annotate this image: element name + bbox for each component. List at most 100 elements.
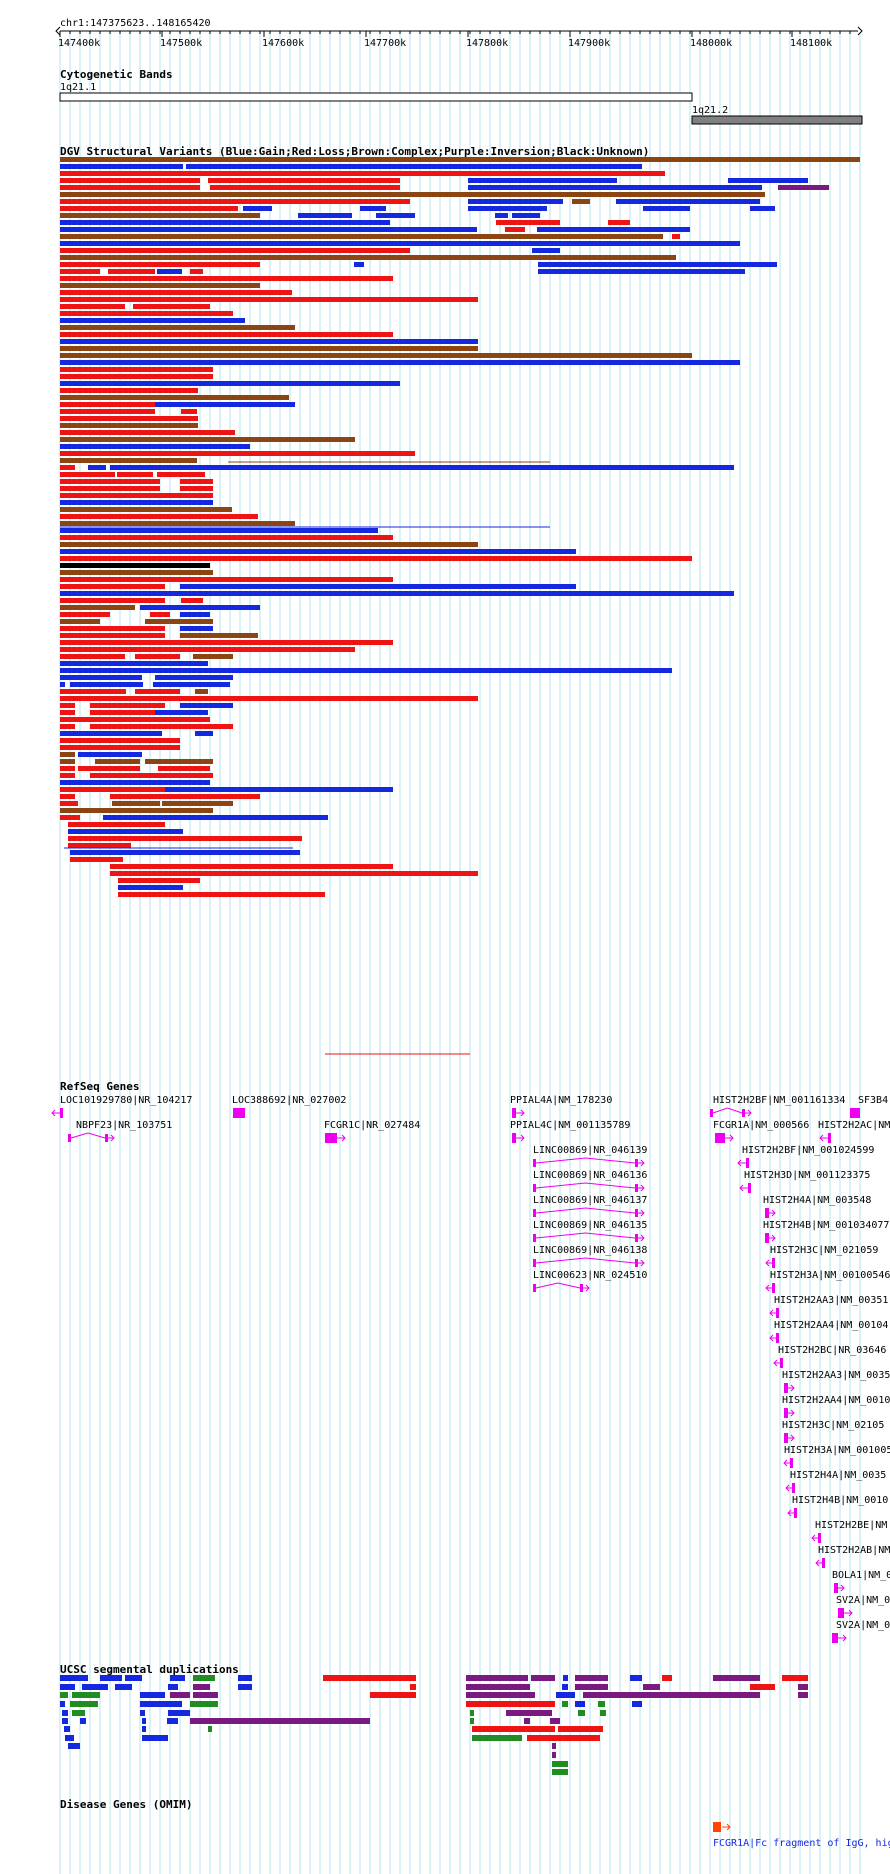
segdup-block[interactable] [62,1718,68,1724]
dgv-variant[interactable] [60,577,393,582]
segdup-block[interactable] [466,1701,555,1707]
segdup-block[interactable] [558,1726,603,1732]
dgv-variant[interactable] [60,815,80,820]
segdup-block[interactable] [643,1684,660,1690]
segdup-block[interactable] [632,1701,642,1707]
segdup-block[interactable] [170,1675,185,1681]
dgv-variant[interactable] [157,472,205,477]
gene-exon[interactable] [635,1209,638,1217]
dgv-variant[interactable] [496,220,560,225]
dgv-variant[interactable] [118,878,200,883]
dgv-variant[interactable] [208,178,400,183]
segdup-block[interactable] [531,1675,555,1681]
dgv-variant[interactable] [60,556,692,561]
segdup-block[interactable] [190,1701,218,1707]
segdup-block[interactable] [82,1684,108,1690]
segdup-block[interactable] [575,1675,608,1681]
dgv-variant[interactable] [60,262,260,267]
segdup-block[interactable] [600,1710,606,1716]
dgv-variant[interactable] [60,381,400,386]
segdup-block[interactable] [140,1692,165,1698]
segdup-block[interactable] [100,1675,122,1681]
gene-feature[interactable] [822,1558,825,1568]
segdup-block[interactable] [598,1701,605,1707]
dgv-variant[interactable] [60,668,672,673]
gene-feature[interactable] [233,1108,245,1118]
segdup-block[interactable] [68,1743,80,1749]
dgv-variant[interactable] [354,262,364,267]
segdup-block[interactable] [466,1675,528,1681]
gene-exon[interactable] [105,1134,108,1142]
gene-feature[interactable] [776,1333,779,1343]
dgv-variant[interactable] [165,787,393,792]
dgv-variant[interactable] [60,220,390,225]
dgv-variant[interactable] [181,598,203,603]
segdup-block[interactable] [62,1710,68,1716]
dgv-variant[interactable] [60,682,65,687]
dgv-variant[interactable] [60,290,292,295]
dgv-variant[interactable] [468,199,563,204]
gene-feature[interactable] [60,1108,63,1118]
segdup-block[interactable] [370,1692,416,1698]
segdup-block[interactable] [64,1726,70,1732]
dgv-variant[interactable] [60,563,210,568]
dgv-variant[interactable] [60,619,100,624]
dgv-variant[interactable] [572,199,590,204]
segdup-block[interactable] [472,1726,555,1732]
dgv-variant[interactable] [118,885,183,890]
dgv-variant[interactable] [180,584,576,589]
dgv-variant[interactable] [468,206,547,211]
dgv-variant[interactable] [538,262,777,267]
segdup-block[interactable] [65,1735,74,1741]
dgv-variant[interactable] [150,612,170,617]
dgv-variant[interactable] [60,689,126,694]
segdup-block[interactable] [193,1675,215,1681]
dgv-variant[interactable] [140,605,260,610]
dgv-variant[interactable] [60,185,200,190]
dgv-variant[interactable] [60,696,478,701]
gene-feature[interactable] [850,1108,860,1118]
dgv-variant[interactable] [88,465,106,470]
dgv-variant[interactable] [70,857,123,862]
segdup-block[interactable] [506,1710,552,1716]
segdup-block[interactable] [798,1692,808,1698]
segdup-block[interactable] [472,1735,522,1741]
dgv-variant[interactable] [60,437,355,442]
dgv-variant[interactable] [60,269,100,274]
dgv-variant[interactable] [80,808,213,813]
gene-exon[interactable] [710,1109,713,1117]
gene-feature[interactable] [772,1258,775,1268]
dgv-variant[interactable] [60,304,125,309]
dgv-variant[interactable] [376,213,415,218]
segdup-block[interactable] [60,1692,68,1698]
dgv-variant[interactable] [512,213,540,218]
segdup-block[interactable] [470,1710,474,1716]
dgv-variant[interactable] [60,227,477,232]
dgv-variant[interactable] [60,360,740,365]
segdup-block[interactable] [552,1743,556,1749]
dgv-variant[interactable] [495,213,508,218]
segdup-block[interactable] [713,1675,760,1681]
dgv-variant[interactable] [60,430,235,435]
dgv-variant[interactable] [60,710,75,715]
segdup-block[interactable] [193,1684,210,1690]
gene-feature[interactable] [776,1308,779,1318]
segdup-block[interactable] [552,1761,568,1767]
dgv-variant[interactable] [60,605,135,610]
dgv-variant[interactable] [210,185,400,190]
band-1q21-2[interactable] [691,115,863,125]
dgv-variant[interactable] [60,402,155,407]
segdup-block[interactable] [70,1701,98,1707]
dgv-variant[interactable] [155,710,208,715]
segdup-block[interactable] [80,1718,86,1724]
dgv-variant[interactable] [60,528,378,533]
segdup-block[interactable] [60,1675,88,1681]
segdup-block[interactable] [142,1718,146,1724]
dgv-variant[interactable] [180,612,210,617]
segdup-block[interactable] [562,1684,568,1690]
dgv-variant[interactable] [298,213,352,218]
dgv-variant[interactable] [110,864,393,869]
segdup-block[interactable] [575,1684,608,1690]
dgv-variant[interactable] [60,395,289,400]
gene-feature[interactable] [832,1633,838,1643]
